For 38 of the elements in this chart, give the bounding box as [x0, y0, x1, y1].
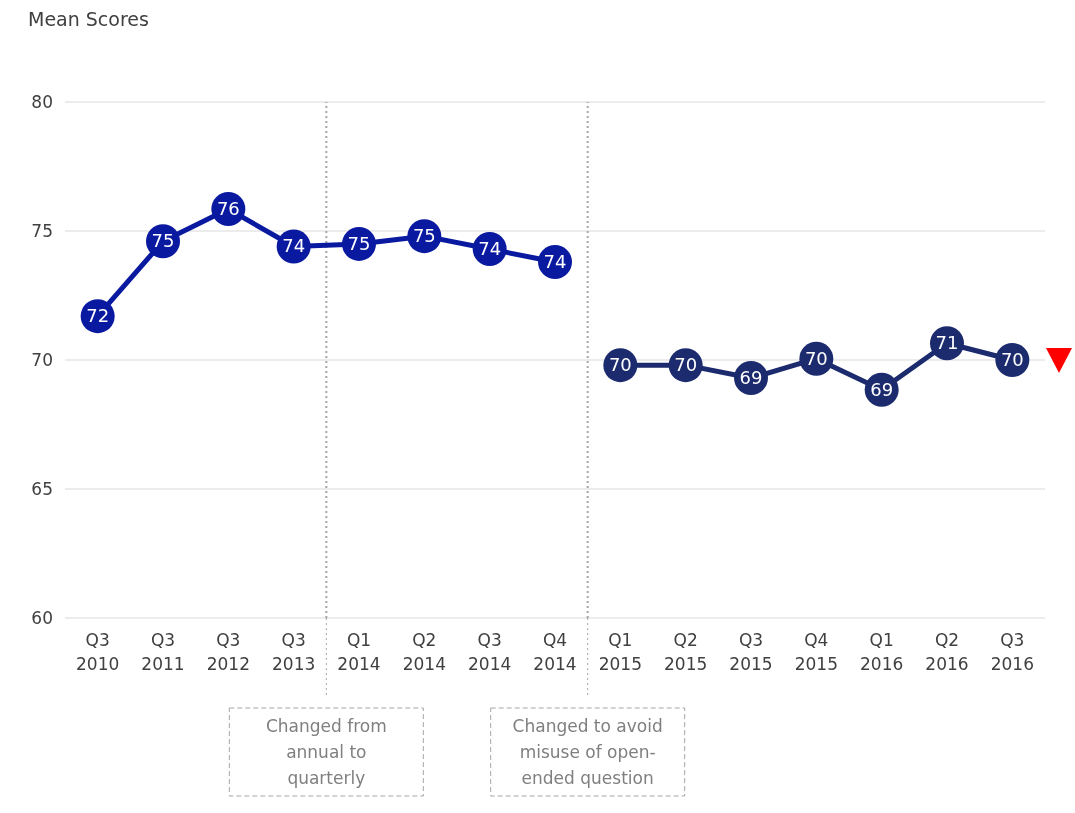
- x-tick-label: Q1 2016: [860, 630, 904, 674]
- x-tick-label: Q3 2016: [990, 630, 1034, 674]
- data-label: 69: [870, 378, 894, 400]
- data-label: 74: [282, 235, 306, 257]
- y-axis-title: Mean Scores: [28, 8, 149, 30]
- x-tick-label: Q1 2015: [598, 630, 642, 674]
- x-tick-label: Q3 2015: [729, 630, 773, 674]
- y-tick-label: 80: [31, 92, 53, 113]
- data-label: 75: [412, 225, 436, 247]
- data-label: 70: [1000, 349, 1024, 370]
- data-label: 69: [739, 367, 763, 389]
- x-tick-label: Q2 2015: [664, 630, 708, 674]
- x-tick-label: Q2 2016: [925, 630, 969, 674]
- x-tick-label: Q3 2010: [76, 630, 120, 674]
- data-label: 75: [347, 232, 371, 254]
- x-tick-label: Q3 2012: [206, 630, 250, 674]
- x-tick-label: Q4 2015: [794, 630, 838, 674]
- data-label: 75: [151, 230, 175, 252]
- data-label: 70: [608, 354, 632, 376]
- data-label: 76: [216, 198, 240, 220]
- data-label: 74: [543, 250, 567, 272]
- x-tick-label: Q3 2013: [272, 630, 316, 674]
- y-tick-label: 75: [31, 221, 53, 242]
- text: Changed to avoid misuse of open-ended question: [512, 716, 663, 788]
- text: Changed from annual to quarterly: [265, 716, 387, 788]
- x-tick-label: Q4 2014: [533, 630, 577, 674]
- y-tick-label: 60: [31, 608, 53, 629]
- y-tick-label: 65: [31, 479, 53, 500]
- data-label: 70: [804, 347, 828, 369]
- data-label: 70: [674, 354, 698, 376]
- data-label: 74: [478, 238, 502, 260]
- x-tick-label: Q2 2014: [402, 630, 446, 674]
- data-label: 71: [935, 332, 959, 354]
- y-tick-label: 70: [31, 350, 53, 371]
- x-tick-label: Q3 2014: [468, 630, 512, 674]
- x-tick-label: Q1 2014: [337, 630, 381, 674]
- data-label: 72: [86, 305, 110, 327]
- x-tick-label: Q3 2011: [141, 630, 185, 674]
